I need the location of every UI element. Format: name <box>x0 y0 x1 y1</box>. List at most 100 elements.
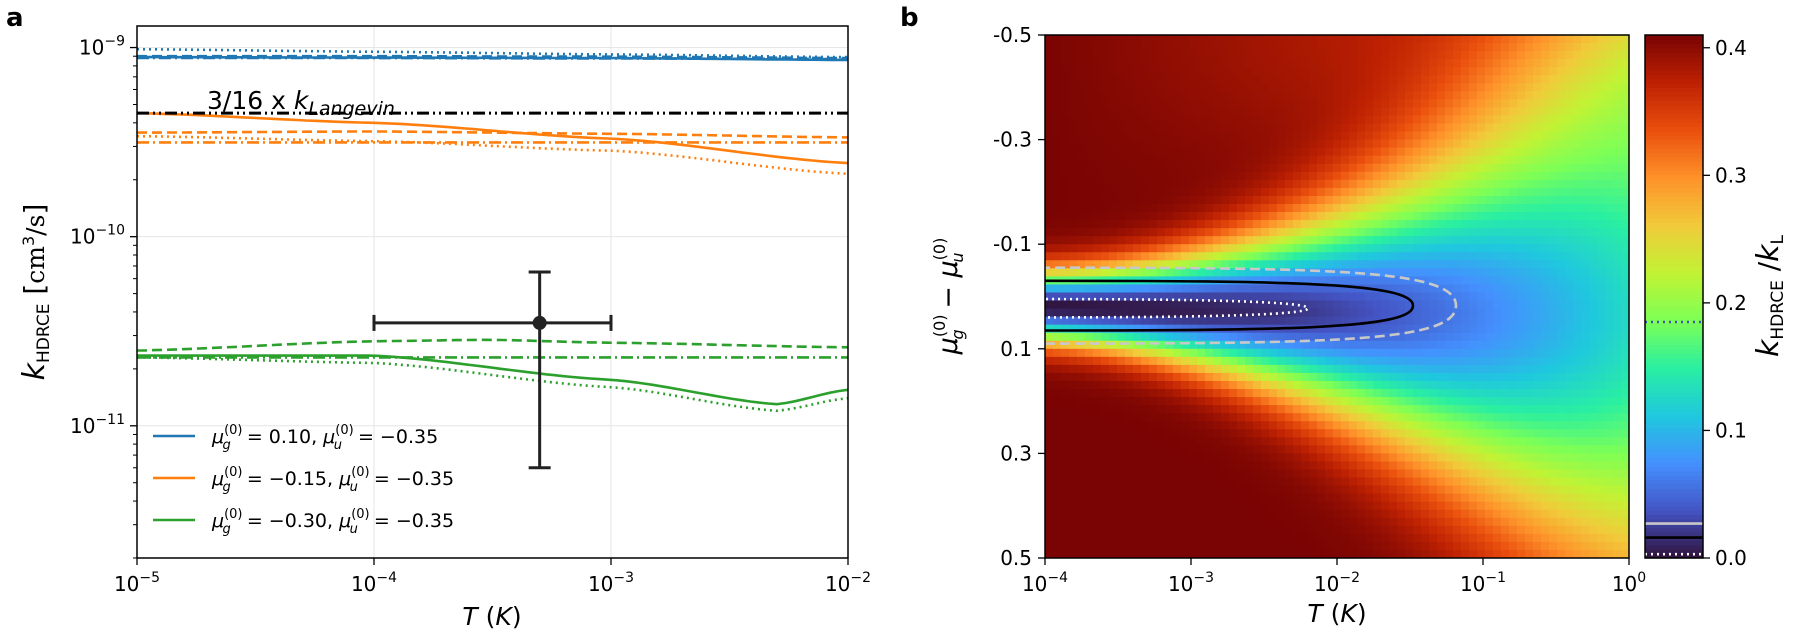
heatmap-cell <box>1613 477 1622 487</box>
heatmap-cell <box>1613 413 1622 422</box>
heatmap-cell <box>1117 461 1126 471</box>
heatmap-cell <box>1077 501 1086 511</box>
heatmap-cell <box>1589 541 1598 551</box>
heatmap-cell <box>1045 187 1054 197</box>
heatmap-cell <box>1589 163 1598 173</box>
heatmap-cell <box>1469 203 1478 213</box>
heatmap-cell <box>1253 131 1262 141</box>
heatmap-cell <box>1077 533 1086 543</box>
heatmap-cell <box>1437 43 1446 52</box>
heatmap-cell <box>1285 533 1294 543</box>
heatmap-cell <box>1485 83 1494 92</box>
heatmap-cell <box>1477 147 1486 157</box>
heatmap-cell <box>1453 268 1462 277</box>
heatmap-cell <box>1333 123 1342 133</box>
heatmap-cell <box>1421 300 1430 310</box>
heatmap-cell <box>1053 525 1062 535</box>
x-tick-label-a: 10−5 <box>114 570 160 596</box>
heatmap-cell <box>1245 525 1254 535</box>
heatmap-cell <box>1149 220 1158 229</box>
heatmap-cell <box>1493 356 1502 366</box>
heatmap-cell <box>1045 541 1054 551</box>
heatmap-cell <box>1605 131 1614 141</box>
heatmap-cell <box>1349 429 1358 438</box>
heatmap-cell <box>1525 461 1534 471</box>
heatmap-cell <box>1085 509 1094 519</box>
heatmap-cell <box>1493 147 1502 157</box>
heatmap-cell <box>1157 51 1166 60</box>
heatmap-cell <box>1565 187 1574 197</box>
heatmap-cell <box>1525 405 1534 414</box>
heatmap-cell <box>1077 187 1086 197</box>
heatmap-cell <box>1229 372 1238 382</box>
heatmap-cell <box>1085 155 1094 165</box>
heatmap-cell <box>1133 228 1142 237</box>
heatmap-cell <box>1621 155 1629 165</box>
heatmap-cell <box>1381 533 1390 543</box>
heatmap-cell <box>1509 195 1518 205</box>
heatmap-cell <box>1053 413 1062 422</box>
heatmap-cell <box>1397 509 1406 519</box>
heatmap-cell <box>1509 236 1518 245</box>
heatmap-cell <box>1365 421 1374 430</box>
heatmap-cell <box>1573 163 1582 173</box>
heatmap-cell <box>1565 348 1574 358</box>
heatmap-cell <box>1429 139 1438 149</box>
heatmap-cell <box>1501 405 1510 414</box>
heatmap-cell <box>1229 397 1238 406</box>
heatmap-cell <box>1125 324 1134 334</box>
heatmap-cell <box>1237 107 1246 117</box>
heatmap-cell <box>1581 187 1590 197</box>
heatmap-cell <box>1357 453 1366 463</box>
colorbar-cell <box>1645 104 1703 110</box>
heatmap-cell <box>1405 43 1414 52</box>
heatmap-cell <box>1101 220 1110 229</box>
heatmap-cell <box>1253 43 1262 52</box>
heatmap-cell <box>1109 107 1118 117</box>
heatmap-cell <box>1461 67 1470 76</box>
heatmap-cell <box>1501 493 1510 503</box>
heatmap-cell <box>1245 517 1254 527</box>
heatmap-cell <box>1181 123 1190 133</box>
heatmap-cell <box>1285 179 1294 189</box>
heatmap-cell <box>1389 43 1398 52</box>
heatmap-cell <box>1117 389 1126 398</box>
heatmap-cell <box>1045 316 1054 326</box>
heatmap-cell <box>1373 244 1382 253</box>
heatmap-cell <box>1245 372 1254 382</box>
heatmap-cell <box>1285 83 1294 92</box>
heatmap-cell <box>1605 179 1614 189</box>
x-tick-label-a: 10−2 <box>825 570 871 596</box>
heatmap-cell <box>1101 187 1110 197</box>
heatmap-cell <box>1053 123 1062 133</box>
heatmap-cell <box>1077 541 1086 551</box>
heatmap-cell <box>1285 123 1294 133</box>
heatmap-cell <box>1597 131 1606 141</box>
heatmap-cell <box>1413 389 1422 398</box>
heatmap-cell <box>1125 244 1134 253</box>
heatmap-cell <box>1597 179 1606 189</box>
heatmap-cell <box>1157 469 1166 479</box>
heatmap-cell <box>1069 107 1078 117</box>
heatmap-cell <box>1245 163 1254 173</box>
heatmap-cell <box>1461 525 1470 535</box>
heatmap-cell <box>1461 195 1470 205</box>
heatmap-cell <box>1293 91 1302 100</box>
heatmap-cell <box>1469 155 1478 165</box>
heatmap-cell <box>1069 445 1078 454</box>
heatmap-cell <box>1333 252 1342 261</box>
heatmap-cell <box>1461 203 1470 213</box>
heatmap-cell <box>1573 397 1582 406</box>
heatmap-cell <box>1317 228 1326 237</box>
heatmap-cell <box>1109 469 1118 479</box>
heatmap-cell <box>1101 203 1110 213</box>
heatmap-cell <box>1525 356 1534 366</box>
heatmap-cell <box>1229 187 1238 197</box>
heatmap-cell <box>1197 123 1206 133</box>
heatmap-cell <box>1389 220 1398 229</box>
heatmap-cell <box>1133 477 1142 487</box>
heatmap-cell <box>1205 509 1214 519</box>
heatmap-cell <box>1085 99 1094 109</box>
heatmap-cell <box>1069 123 1078 133</box>
heatmap-cell <box>1525 493 1534 503</box>
